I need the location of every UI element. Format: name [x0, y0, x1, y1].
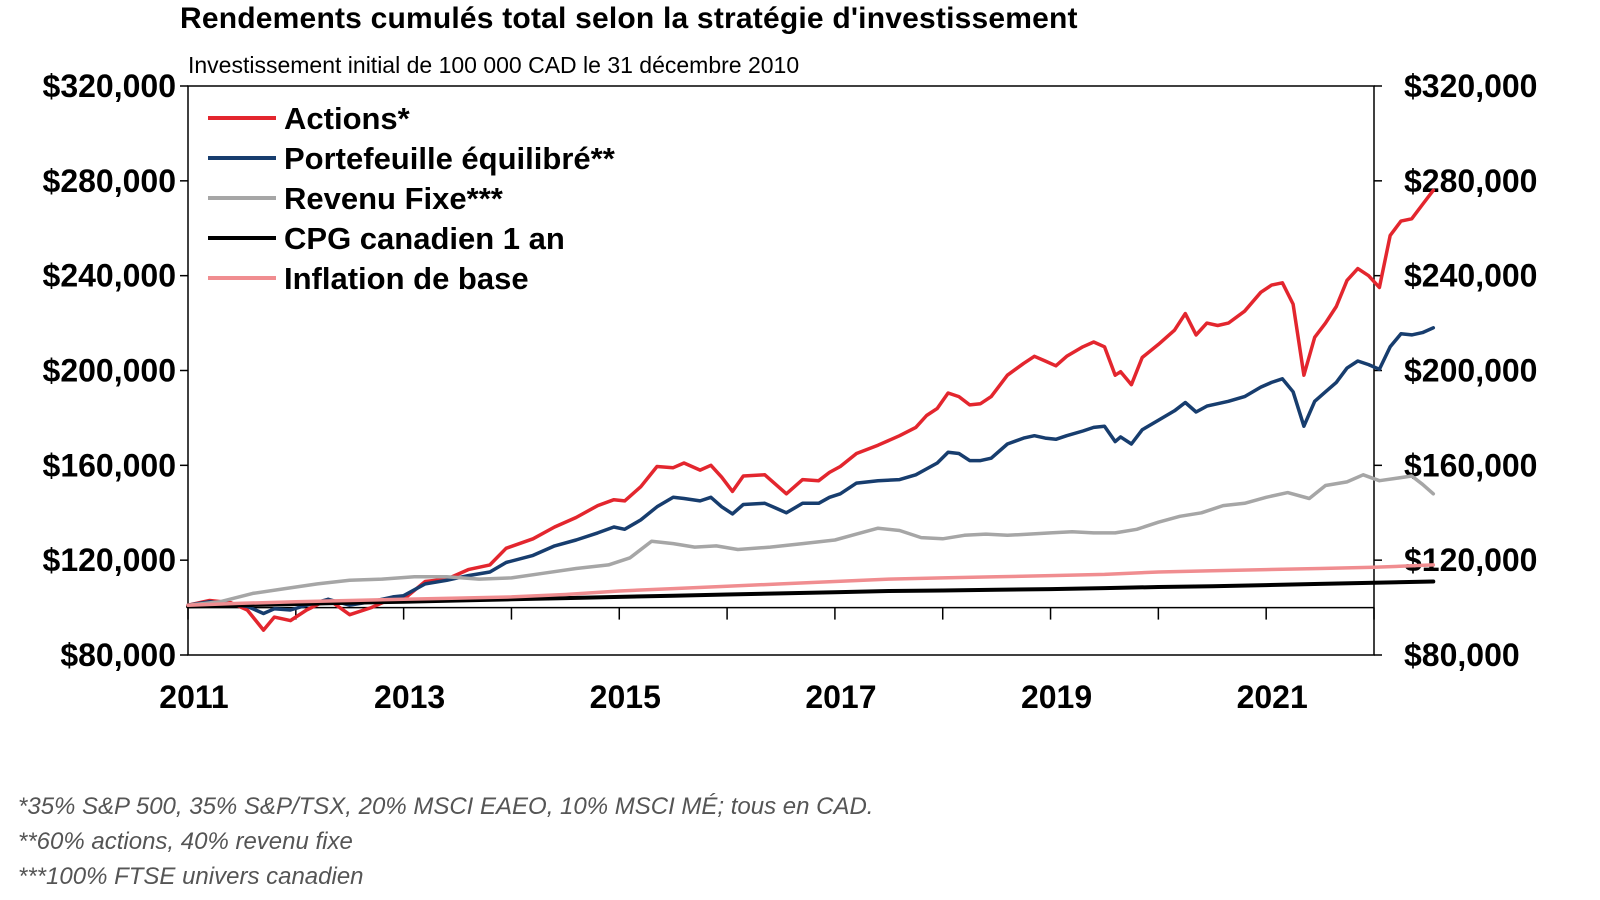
legend: Actions* Portefeuille équilibré** Revenu F…	[208, 101, 616, 296]
y-tick-label-left: $80,000	[60, 637, 176, 673]
y-tick-label-left: $280,000	[43, 163, 176, 199]
chart-title: Rendements cumulés total selon la straté…	[180, 2, 1078, 35]
x-tick-label: 2011	[159, 679, 228, 715]
y-tick-label-right: $280,000	[1404, 163, 1537, 199]
x-tick-label: 2019	[1021, 679, 1092, 715]
y-tick-label-left: $320,000	[43, 68, 176, 104]
y-tick-label-left: $160,000	[43, 447, 176, 483]
y-axis-right: $80,000 $120,000 $160,000 $200,000 $240,000 $…	[1374, 68, 1537, 673]
footnote-1: *35% S&P 500, 35% S&P/TSX, 20% MSCI EAEO…	[18, 793, 874, 820]
series-line-4	[186, 579, 1436, 609]
y-tick-label-right: $160,000	[1404, 447, 1537, 483]
chart-subtitle: Investissement initial de 100 000 CAD le…	[188, 52, 800, 78]
y-tick-label-left: $120,000	[43, 542, 176, 578]
legend-label: CPG canadien 1 an	[284, 221, 565, 256]
footnote-2: **60% actions, 40% revenu fixe	[18, 828, 353, 855]
y-tick-label-right: $120,000	[1404, 542, 1537, 578]
y-tick-label-right: $320,000	[1404, 68, 1537, 104]
y-tick-label-left: $240,000	[43, 258, 176, 294]
x-tick-label: 2017	[805, 679, 876, 715]
y-tick-label-left: $200,000	[43, 353, 176, 389]
y-tick-label-right: $240,000	[1404, 258, 1537, 294]
footnote-3: ***100% FTSE univers canadien	[18, 863, 364, 890]
legend-label: Portefeuille équilibré**	[284, 141, 616, 176]
y-axis-left: $80,000 $120,000 $160,000 $200,000 $240,000 $…	[43, 68, 188, 673]
series-layer	[186, 188, 1436, 632]
series-line-1	[186, 188, 1436, 632]
legend-label: Revenu Fixe***	[284, 181, 504, 216]
legend-label: Actions*	[284, 101, 411, 136]
x-tick-label: 2013	[374, 679, 445, 715]
x-axis: 2011 2013 2015 2017 2019 2021	[159, 607, 1375, 715]
legend-label: Inflation de base	[284, 261, 529, 296]
x-tick-label: 2015	[590, 679, 661, 715]
y-tick-label-right: $200,000	[1404, 353, 1537, 389]
series-line-3	[186, 473, 1436, 607]
y-tick-label-right: $80,000	[1404, 637, 1520, 673]
series-line-5	[186, 563, 1436, 607]
x-tick-label: 2021	[1237, 679, 1308, 715]
line-chart: $80,000 $120,000 $160,000 $200,000 $240,000 $…	[43, 68, 1538, 715]
